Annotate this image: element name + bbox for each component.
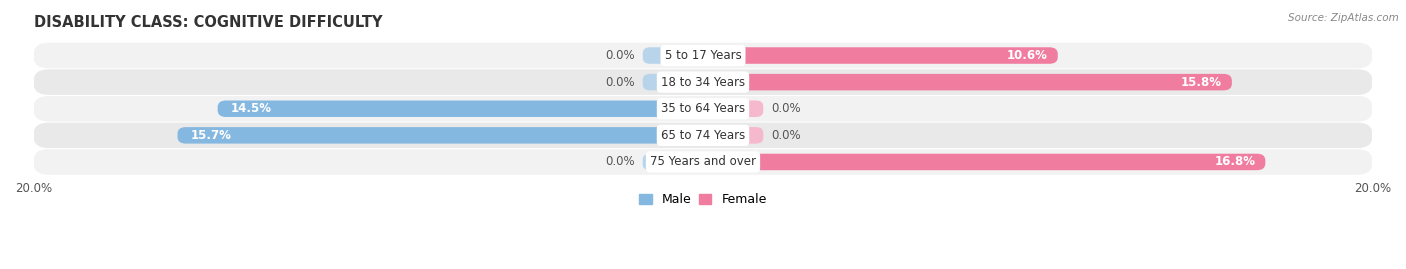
Text: DISABILITY CLASS: COGNITIVE DIFFICULTY: DISABILITY CLASS: COGNITIVE DIFFICULTY [34,15,382,30]
FancyBboxPatch shape [643,47,703,64]
FancyBboxPatch shape [34,96,1372,122]
Text: 0.0%: 0.0% [772,102,801,115]
Text: 14.5%: 14.5% [231,102,271,115]
Text: 10.6%: 10.6% [1007,49,1047,62]
FancyBboxPatch shape [34,43,1372,68]
Legend: Male, Female: Male, Female [634,188,772,211]
FancyBboxPatch shape [218,101,703,117]
Text: 15.8%: 15.8% [1181,76,1222,89]
FancyBboxPatch shape [703,47,1057,64]
Text: 75 Years and over: 75 Years and over [650,155,756,168]
Text: Source: ZipAtlas.com: Source: ZipAtlas.com [1288,13,1399,23]
FancyBboxPatch shape [643,74,703,90]
FancyBboxPatch shape [34,69,1372,95]
Text: 16.8%: 16.8% [1215,155,1256,168]
Text: 0.0%: 0.0% [772,129,801,142]
Text: 0.0%: 0.0% [605,155,634,168]
FancyBboxPatch shape [643,154,703,170]
Text: 5 to 17 Years: 5 to 17 Years [665,49,741,62]
Text: 15.7%: 15.7% [191,129,232,142]
FancyBboxPatch shape [703,101,763,117]
Text: 0.0%: 0.0% [605,49,634,62]
FancyBboxPatch shape [703,127,763,144]
Text: 35 to 64 Years: 35 to 64 Years [661,102,745,115]
Text: 0.0%: 0.0% [605,76,634,89]
FancyBboxPatch shape [34,149,1372,175]
FancyBboxPatch shape [703,74,1232,90]
Text: 65 to 74 Years: 65 to 74 Years [661,129,745,142]
FancyBboxPatch shape [703,154,1265,170]
FancyBboxPatch shape [34,123,1372,148]
Text: 18 to 34 Years: 18 to 34 Years [661,76,745,89]
FancyBboxPatch shape [177,127,703,144]
